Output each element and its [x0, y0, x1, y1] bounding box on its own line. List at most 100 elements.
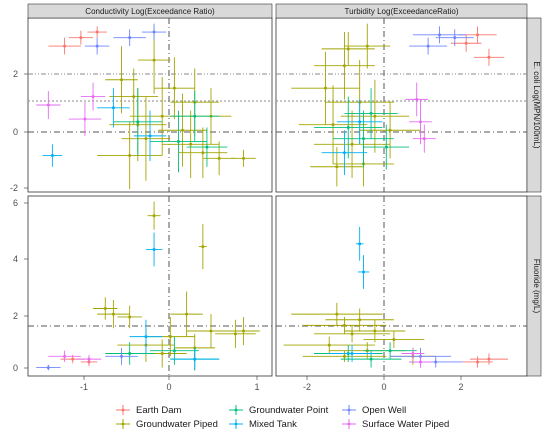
- marker-groundwater-piped: [185, 312, 189, 316]
- marker-mixed-tank: [152, 247, 156, 251]
- x-tick-turbidity-neg2: -2: [303, 382, 311, 392]
- point-groundwater-piped-turb_fluor-7: [344, 319, 406, 343]
- marker-earth-dam: [476, 33, 480, 37]
- marker-groundwater-piped: [392, 337, 396, 341]
- marker-surface-water-piped: [419, 360, 423, 364]
- marker-groundwater-point: [205, 145, 209, 149]
- panel-conductivity-ecoli: [27, 17, 273, 193]
- point-groundwater-piped-cond_fluor-9: [215, 319, 256, 348]
- marker-groundwater-piped: [152, 214, 156, 218]
- point-groundwater-point-cond_ecoli-3: [186, 127, 228, 167]
- marker-groundwater-piped: [181, 128, 185, 132]
- legend-item-groundwater-point: Groundwater Point: [229, 405, 329, 416]
- point-mixed-tank-cond_ecoli-2: [133, 110, 167, 162]
- marker-groundwater-point: [193, 114, 197, 118]
- legend-label-mixed-tank: Mixed Tank: [249, 419, 297, 430]
- facet-title-fluoride: Fluoride (mg/L): [532, 259, 541, 314]
- marker-surface-water-piped: [91, 95, 95, 99]
- point-mixed-tank-turb_fluor-0: [355, 226, 364, 261]
- marker-groundwater-piped: [120, 78, 124, 82]
- facet-title-conductivity: Conductivity Log(Exceedance Ratio): [85, 7, 215, 16]
- marker-surface-water-piped: [87, 357, 91, 361]
- point-groundwater-piped-turb_ecoli-5: [344, 23, 391, 69]
- marker-mixed-tank: [50, 154, 54, 158]
- point-groundwater-piped-cond_ecoli-6: [154, 57, 195, 120]
- marker-groundwater-piped: [160, 352, 164, 355]
- point-earth-dam-cond_ecoli-0: [48, 37, 81, 55]
- point-open-well-turb_ecoli-1: [435, 29, 474, 47]
- point-mixed-tank-cond_fluor-1: [129, 319, 163, 354]
- point-groundwater-piped-cond_fluor-2: [117, 305, 142, 329]
- marker-earth-dam: [79, 36, 83, 40]
- marker-mixed-tank: [148, 134, 152, 138]
- legend-item-earth-dam: Earth Dam: [116, 405, 181, 416]
- x-tick-conductivity-neg1: -1: [80, 382, 88, 392]
- facet-title-ecoli: E. coli Log(MPN/100mL): [532, 61, 541, 148]
- marker-earth-dam: [487, 55, 491, 59]
- marker-groundwater-point: [346, 125, 350, 129]
- marker-open-well: [438, 33, 442, 37]
- point-open-well-cond_ecoli-2: [84, 37, 110, 55]
- marker-groundwater-piped: [111, 312, 115, 316]
- marker-surface-water-piped: [46, 103, 50, 107]
- point-surface-water-piped-turb_fluor-0: [409, 356, 432, 368]
- marker-groundwater-piped: [327, 343, 331, 347]
- point-groundwater-piped-cond_ecoli-1: [109, 68, 159, 125]
- axis-ticks: -2 0 2 0 2 4 6 -1 0 1 -2 0 2: [10, 69, 464, 392]
- point-mixed-tank-cond_ecoli-1: [97, 88, 130, 128]
- legend-label-earth-dam: Earth Dam: [136, 405, 181, 416]
- marker-open-well: [453, 36, 457, 40]
- reference-lines: [28, 18, 527, 376]
- point-groundwater-point-turb_ecoli-2: [344, 88, 398, 139]
- facet-strips: Conductivity Log(Exceedance Ratio) Turbi…: [27, 3, 542, 377]
- point-earth-dam-turb_fluor-1: [462, 356, 493, 368]
- point-groundwater-piped-cond_ecoli-12: [231, 149, 256, 167]
- point-mixed-tank-cond_fluor-2: [170, 347, 220, 371]
- marker-groundwater-piped: [323, 86, 327, 90]
- point-groundwater-point-cond_ecoli-0: [113, 88, 163, 156]
- marker-groundwater-piped: [365, 44, 369, 48]
- marker-groundwater-piped: [373, 114, 377, 118]
- point-groundwater-piped-turb_fluor-2: [314, 325, 391, 343]
- marker-surface-water-piped: [422, 137, 426, 141]
- legend-label-surface-water-piped: Surface Water Piped: [362, 419, 449, 430]
- marker-mixed-tank: [111, 106, 115, 110]
- marker-groundwater-piped: [152, 58, 156, 62]
- marker-groundwater-point: [128, 352, 132, 355]
- point-groundwater-piped-turb_ecoli-2: [314, 32, 375, 100]
- point-earth-dam-turb_ecoli-1: [473, 48, 505, 66]
- marker-groundwater-piped: [335, 312, 339, 316]
- marker-groundwater-piped: [346, 47, 350, 51]
- legend: Earth Dam Groundwater Piped Groundwater …: [116, 405, 449, 430]
- marker-groundwater-piped: [342, 323, 346, 327]
- y-tick-ecoli-0: 0: [13, 127, 18, 137]
- point-groundwater-piped-cond_ecoli-7: [158, 93, 207, 167]
- legend-item-open-well: Open Well: [342, 405, 406, 416]
- point-groundwater-point-turb_ecoli-1: [333, 110, 394, 167]
- marker-surface-water-piped: [411, 352, 415, 355]
- marker-groundwater-piped: [242, 329, 246, 333]
- panel-turbidity-fluoride: [275, 195, 528, 377]
- marker-groundwater-point: [176, 139, 180, 143]
- y-tick-fluoride-0: 0: [13, 363, 18, 373]
- marker-open-well: [128, 36, 132, 40]
- strip-right-bottom: [526, 195, 542, 377]
- point-surface-water-piped-turb_ecoli-0: [409, 99, 432, 145]
- point-groundwater-piped-turb_fluor-3: [325, 308, 394, 331]
- point-groundwater-piped-turb_fluor-8: [363, 331, 425, 348]
- marker-groundwater-piped: [242, 156, 246, 160]
- point-earth-dam-turb_fluor-0: [469, 353, 508, 365]
- point-open-well-cond_fluor-1: [105, 347, 138, 365]
- y-tick-ecoli-neg2: -2: [10, 183, 18, 193]
- strip-top-left: [27, 3, 273, 19]
- marker-earth-dam: [464, 41, 468, 45]
- legend-label-open-well: Open Well: [362, 405, 406, 416]
- marker-earth-dam: [476, 360, 480, 364]
- marker-groundwater-piped: [342, 354, 346, 358]
- marker-groundwater-piped: [201, 151, 205, 155]
- point-groundwater-piped-cond_fluor-5: [170, 291, 203, 337]
- point-open-well-cond_ecoli-0: [113, 29, 146, 47]
- marker-open-well: [46, 366, 50, 370]
- marker-mixed-tank: [358, 120, 362, 124]
- x-tick-conductivity-1: 1: [254, 382, 259, 392]
